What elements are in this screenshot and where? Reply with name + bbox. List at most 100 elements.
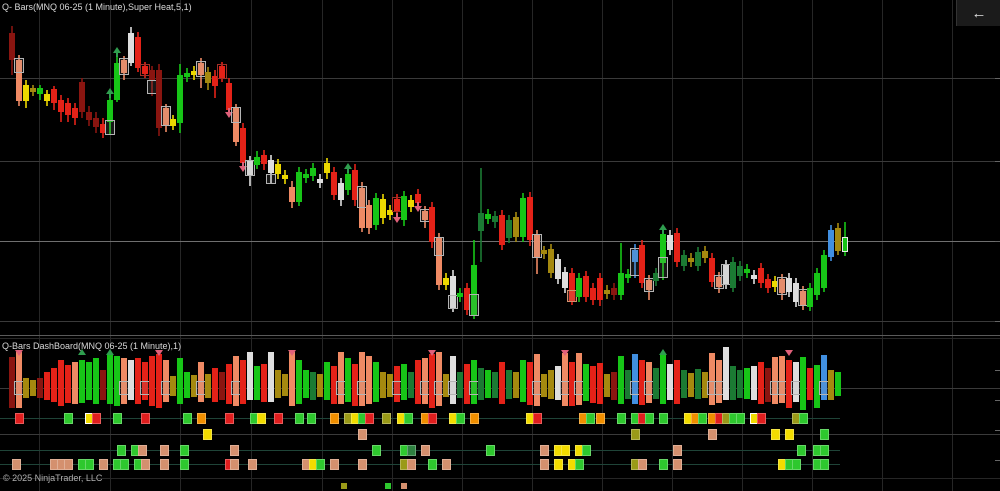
dashboard-bar <box>212 368 218 402</box>
dashboard-bar <box>282 374 288 396</box>
signal-square <box>365 413 374 424</box>
dashboard-bar <box>639 360 645 405</box>
dashboard-bar <box>296 360 302 404</box>
signal-square <box>428 413 437 424</box>
candle-body <box>387 210 393 215</box>
dashboard-bar <box>604 374 610 397</box>
dashboard-bar <box>737 370 743 398</box>
price-tick <box>995 241 1000 242</box>
dashboard-bar <box>695 369 701 399</box>
candle-body <box>674 233 680 262</box>
dashboard-bar <box>65 365 71 403</box>
dashboard-bar <box>149 356 155 406</box>
highlight-box <box>14 58 24 73</box>
candle-body <box>730 262 736 288</box>
dashboard-bar <box>835 372 841 396</box>
candle-body <box>695 252 701 266</box>
candle-body <box>716 277 722 287</box>
candle-body <box>751 275 757 279</box>
dashboard-bar <box>492 372 498 398</box>
candle-wick <box>151 66 153 96</box>
dashboard-bar <box>331 366 337 404</box>
dashboard-bar <box>478 368 484 400</box>
candle-body <box>548 249 554 273</box>
candle-body <box>394 199 400 211</box>
dashboard-bar <box>576 353 582 405</box>
candle-body <box>429 207 435 242</box>
signal-square <box>372 445 381 456</box>
down-arrow-icon <box>155 350 163 356</box>
candle-body <box>289 187 295 202</box>
axis-separator <box>0 478 1000 479</box>
signal-square <box>792 459 801 470</box>
signal-square <box>307 413 316 424</box>
highlight-box <box>448 295 458 309</box>
signal-square <box>757 413 766 424</box>
dashboard-bar <box>128 360 134 400</box>
copyright-label: © 2025 NinjaTrader, LLC <box>3 473 103 483</box>
dashboard-bar <box>786 360 792 408</box>
candle-body <box>625 274 631 278</box>
highlight-box <box>357 186 367 208</box>
signal-square <box>203 429 212 440</box>
dashboard-bar <box>758 362 764 404</box>
highlight-box <box>196 61 206 77</box>
dashboard-bar <box>660 355 666 404</box>
candle-body <box>772 281 778 287</box>
dashboard-bar <box>583 364 589 401</box>
signal-square <box>771 429 780 440</box>
dashboard-bar <box>373 362 379 402</box>
highlight-box <box>658 257 668 278</box>
signal-square <box>659 413 668 424</box>
signal-square <box>92 413 101 424</box>
dashboard-bar <box>156 354 162 408</box>
down-arrow-icon <box>785 350 793 356</box>
signal-square <box>596 413 605 424</box>
candle-body <box>352 170 358 200</box>
signal-square <box>382 413 391 424</box>
dashboard-bar <box>723 347 729 400</box>
signal-square <box>257 413 266 424</box>
candle-body <box>107 100 113 122</box>
candle-body <box>653 273 659 281</box>
v-gridline <box>251 0 252 491</box>
dashboard-bar <box>534 354 540 406</box>
candle-body <box>436 238 442 285</box>
down-arrow-icon <box>428 350 436 356</box>
down-arrow-icon <box>393 217 401 223</box>
dashboard-bar <box>114 356 120 406</box>
dashboard-bar <box>23 378 29 398</box>
signal-square <box>120 459 129 470</box>
signal-square <box>799 413 808 424</box>
candle-body <box>485 214 491 219</box>
dashboard-bar <box>562 353 568 406</box>
dashboard-bar <box>100 370 106 400</box>
signal-square <box>138 445 147 456</box>
candle-body <box>800 291 806 305</box>
signal-square <box>407 459 416 470</box>
candle-body <box>380 199 386 218</box>
highlight-box <box>161 106 171 126</box>
h-gridline <box>0 78 1000 79</box>
candle-body <box>100 124 106 133</box>
candle-body <box>646 280 652 290</box>
dashboard-bar <box>9 357 15 408</box>
panel-separator <box>0 338 1000 339</box>
candle-body <box>93 118 99 127</box>
dashboard-bar <box>37 378 43 398</box>
up-arrow-icon <box>659 224 667 230</box>
candle-body <box>681 255 687 266</box>
candle-body <box>156 70 162 128</box>
dashboard-bar <box>240 360 246 404</box>
up-arrow-icon <box>116 53 118 57</box>
highlight-box <box>231 107 241 123</box>
collapse-panel-button[interactable]: ← <box>956 0 1000 26</box>
dashboard-bar <box>457 372 463 398</box>
dashboard-tick <box>995 400 1000 401</box>
candle-body <box>786 278 792 292</box>
dashboard-bar <box>198 362 204 402</box>
signal-square <box>64 413 73 424</box>
candle-body <box>135 37 141 68</box>
candle-body <box>667 235 673 250</box>
